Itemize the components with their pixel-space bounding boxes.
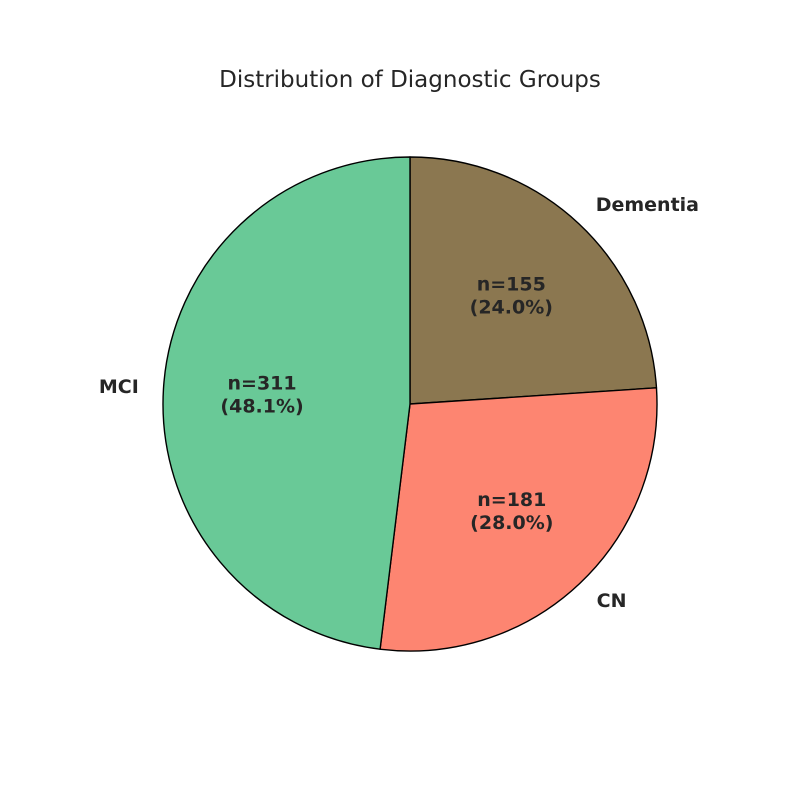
pie-slice-dementia [409,156,658,405]
slice-label-cn: CN [597,590,627,612]
slice-percent-cn: (28.0%) [470,512,553,534]
pie-slice-mci [162,156,411,650]
slice-count-dementia: n=155 [477,273,546,295]
slice-percent-mci: (48.1%) [220,396,303,418]
slice-label-dementia: Dementia [596,194,699,216]
pie-labels: Dementia n=155(24.0%) CN n=181(28.0%) MCI n=3… [99,194,699,612]
slice-percent-dementia: (24.0%) [470,296,553,318]
slice-count-mci: n=311 [228,373,297,395]
pie-slice-cn [379,387,658,652]
slice-label-mci: MCI [99,376,139,398]
chart-title: Distribution of Diagnostic Groups [219,67,601,93]
slice-count-cn: n=181 [477,489,546,511]
pie-slices [162,156,658,652]
